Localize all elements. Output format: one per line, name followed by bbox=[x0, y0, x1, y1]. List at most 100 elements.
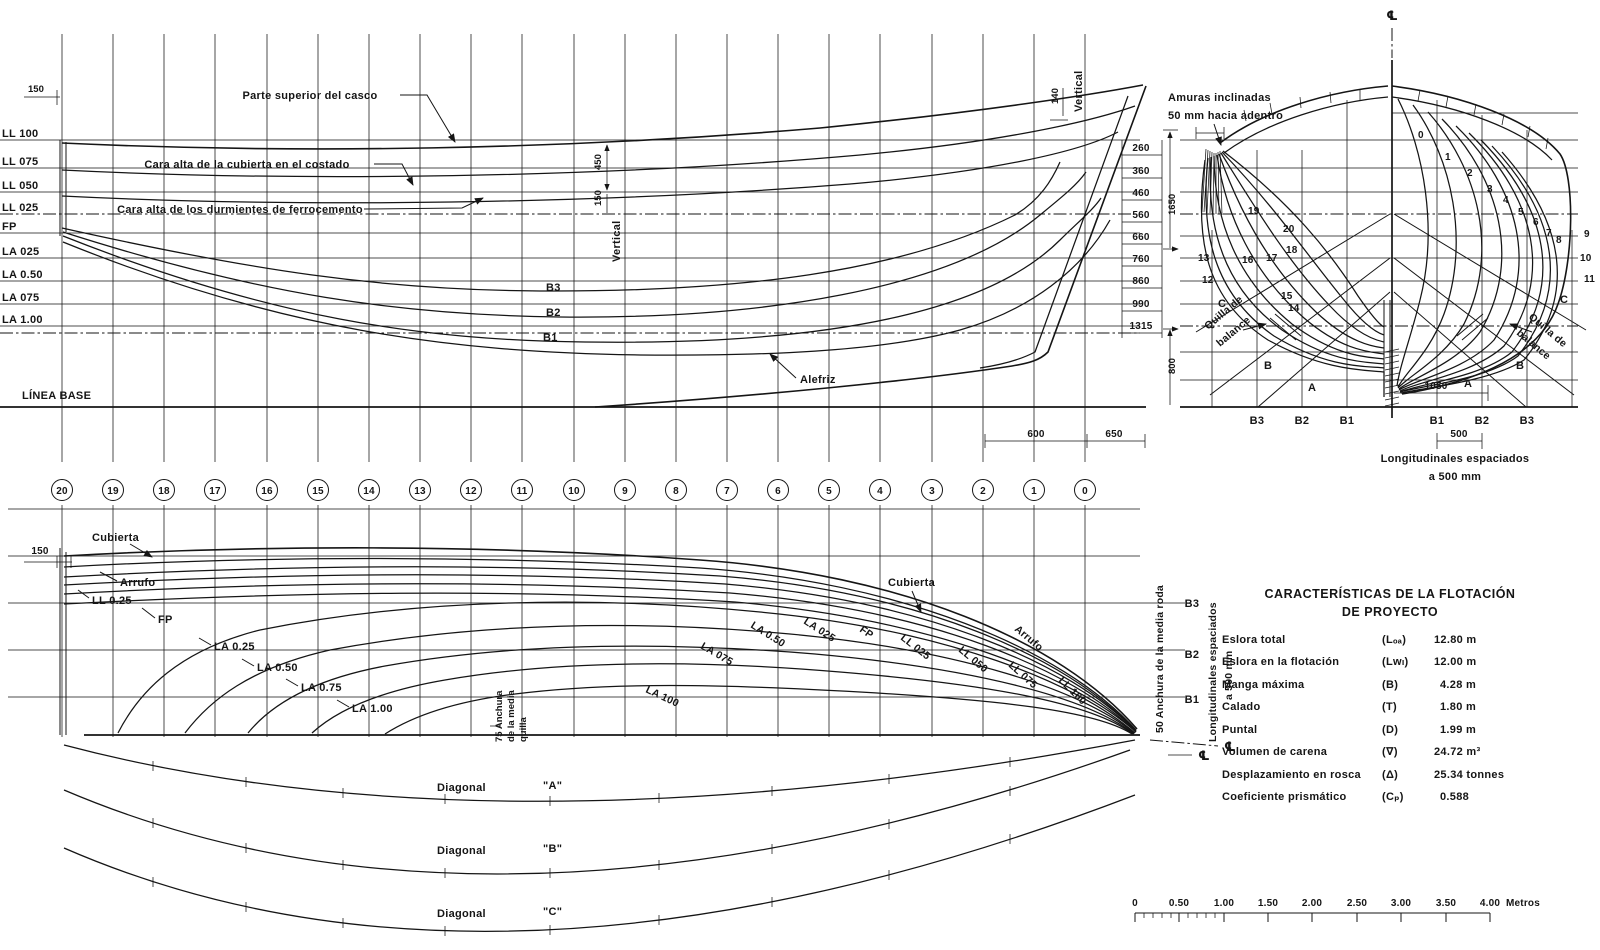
row-label: Coeficiente prismático bbox=[1222, 791, 1347, 803]
plan-la050-label: LA 0.50 bbox=[257, 662, 298, 674]
row-value: 24.72 m³ bbox=[1434, 746, 1480, 758]
amuras-note-line2: 50 mm hacia adentro bbox=[1168, 110, 1283, 122]
row-symbol: (Cₚ) bbox=[1382, 791, 1404, 803]
scale-350: 3.50 bbox=[1436, 898, 1457, 909]
aft-sections bbox=[1200, 150, 1391, 397]
scale-300: 3.00 bbox=[1391, 898, 1412, 909]
sec-20: 20 bbox=[1283, 224, 1295, 235]
b3-label: B3 bbox=[546, 282, 561, 294]
row-label: Calado bbox=[1222, 701, 1260, 713]
offset-990: 990 bbox=[1132, 299, 1150, 310]
centerline-symbol-plan: ℄ bbox=[1224, 739, 1236, 754]
b2-label: B2 bbox=[546, 307, 561, 319]
dim-1650: 1650 bbox=[1167, 194, 1178, 215]
plan-longitudinales-1: Longitudinales espaciados bbox=[1207, 602, 1219, 742]
row-label: Eslora total bbox=[1222, 634, 1286, 646]
keel-note-2: de la media bbox=[506, 690, 517, 742]
sec-15: 15 bbox=[1281, 291, 1293, 302]
alefriz-label: Alefriz bbox=[800, 374, 836, 386]
dim-150-mid: 150 bbox=[593, 190, 604, 206]
plan-cubierta-label: Cubierta bbox=[92, 532, 140, 544]
station-circles: 20 19 18 17 16 15 14 13 12 11 10 9 8 7 6… bbox=[51, 479, 1096, 501]
row-label: Desplazamiento en rosca bbox=[1222, 769, 1362, 781]
station-0: 0 bbox=[1082, 486, 1088, 497]
sec-5: 5 bbox=[1518, 207, 1524, 218]
table-rows: Eslora total (Lₒₐ) 12.80 m Eslora en la … bbox=[1222, 634, 1504, 803]
plan-b3-label: B3 bbox=[1185, 598, 1200, 610]
station-5: 5 bbox=[826, 486, 832, 497]
plan-curves bbox=[63, 547, 1138, 735]
long-b2-left: B2 bbox=[1295, 415, 1310, 427]
longitudinales-note-1: Longitudinales espaciados bbox=[1381, 453, 1530, 465]
sec-0: 0 bbox=[1418, 130, 1424, 141]
sec-9: 9 bbox=[1584, 229, 1590, 240]
centerline-symbol-table: ℄ bbox=[1198, 748, 1210, 763]
station-4: 4 bbox=[877, 486, 883, 497]
station-3: 3 bbox=[929, 486, 935, 497]
station-17: 17 bbox=[209, 486, 221, 497]
characteristics-table: CARACTERÍSTICAS DE LA FLOTACIÓN DE PROYE… bbox=[1168, 586, 1515, 803]
profile-dimensions: 150 450 150 140 600 650 1650 800 bbox=[24, 84, 1178, 448]
amuras-note-line1: Amuras inclinadas bbox=[1168, 92, 1271, 104]
dim-650: 650 bbox=[1105, 429, 1123, 440]
stem-rabbet-line bbox=[979, 95, 1129, 369]
offset-260: 260 bbox=[1132, 143, 1150, 154]
diagonal-b-word: Diagonal bbox=[437, 845, 486, 857]
row-symbol: (Lₒₐ) bbox=[1382, 634, 1406, 646]
offsets-column: 260 360 460 560 660 760 860 990 1315 bbox=[1121, 140, 1163, 338]
diag-b-right: B bbox=[1516, 360, 1524, 372]
clamp-line bbox=[61, 131, 1119, 204]
transom-edge bbox=[59, 140, 67, 236]
plan-b2-label: B2 bbox=[1185, 649, 1200, 661]
sec-11: 11 bbox=[1584, 274, 1595, 285]
diag-a-left: A bbox=[1308, 382, 1316, 394]
sec-12: 12 bbox=[1202, 275, 1214, 286]
station-18: 18 bbox=[158, 486, 170, 497]
plan-la075-label: LA 0.75 bbox=[301, 682, 342, 694]
keel-width-note: 75 Anchura de la media quilla bbox=[490, 690, 529, 742]
waterline-label-ll100: LL 100 bbox=[2, 128, 38, 140]
scale-150: 1.50 bbox=[1258, 898, 1279, 909]
offset-860: 860 bbox=[1132, 276, 1150, 287]
scale-100: 1.00 bbox=[1214, 898, 1235, 909]
row-label: Manga máxima bbox=[1222, 679, 1305, 691]
waterline-label-la025: LA 025 bbox=[2, 246, 39, 258]
plan-b1-label: B1 bbox=[1185, 694, 1200, 706]
dim-140-bow: 140 bbox=[1050, 88, 1061, 104]
offset-660: 660 bbox=[1132, 232, 1150, 243]
plan-ll025-label: LL 0.25 bbox=[92, 595, 132, 607]
dim-500: 500 bbox=[1450, 429, 1468, 440]
buttock-b3 bbox=[61, 161, 1061, 292]
table-title-2: DE PROYECTO bbox=[1342, 605, 1438, 619]
curve-la050-label: LA 0.50 bbox=[748, 619, 787, 650]
profile-view: LL 100 LL 075 LL 050 LL 025 FP LA 025 LA… bbox=[0, 70, 1178, 448]
stern-150-dim: 150 bbox=[28, 84, 44, 95]
scale-unit: Metros bbox=[1506, 898, 1540, 909]
roda-width-note: 50 Anchura de la media roda bbox=[1154, 585, 1166, 733]
body-diagonals bbox=[1195, 213, 1587, 408]
station-9: 9 bbox=[622, 486, 628, 497]
waterline-label-ll025: LL 025 bbox=[2, 202, 38, 214]
row-value: 25.34 tonnes bbox=[1434, 769, 1504, 781]
sec-17: 17 bbox=[1266, 253, 1278, 264]
row-value: 1.99 m bbox=[1440, 724, 1476, 736]
long-b3-right: B3 bbox=[1520, 415, 1535, 427]
diagonal-c-curve bbox=[63, 794, 1136, 932]
sec-13: 13 bbox=[1198, 253, 1210, 264]
dim-800: 800 bbox=[1167, 358, 1178, 374]
deck-side-line bbox=[61, 105, 1136, 178]
diag-c-right: C bbox=[1560, 294, 1568, 306]
station-6: 6 bbox=[775, 486, 781, 497]
buttock-b2 bbox=[62, 171, 1087, 318]
curve-la025-label: LA 025 bbox=[801, 615, 837, 644]
station-13: 13 bbox=[414, 486, 426, 497]
row-symbol: (T) bbox=[1382, 701, 1397, 713]
curve-ll050-label: LL 050 bbox=[956, 644, 990, 675]
plan-la025-label: LA 0.25 bbox=[214, 641, 255, 653]
keel-stem-line bbox=[594, 85, 1147, 408]
longitudinales-note-2: a 500 mm bbox=[1429, 471, 1482, 483]
sec-8: 8 bbox=[1556, 235, 1562, 246]
row-label: Volumen de carena bbox=[1222, 746, 1328, 758]
station-10: 10 bbox=[568, 486, 580, 497]
